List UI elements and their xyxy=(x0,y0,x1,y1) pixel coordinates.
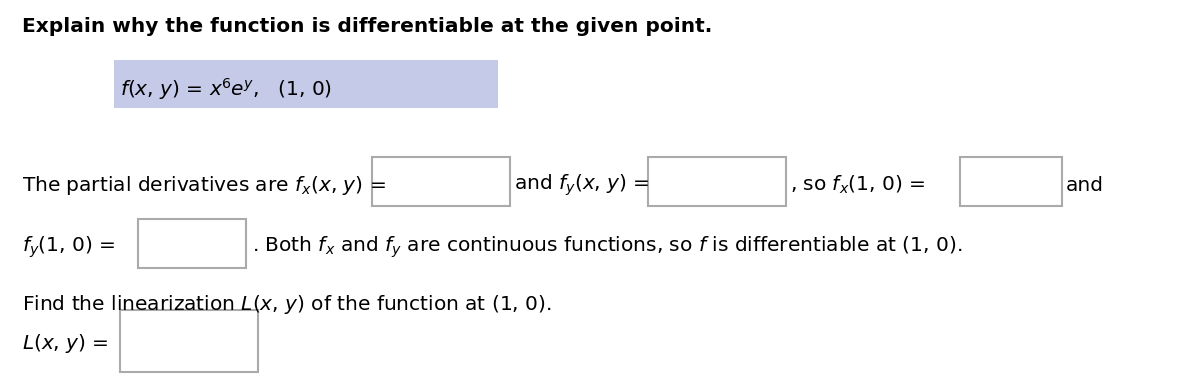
Text: Find the linearization $L$($x$, $y$) of the function at (1, 0).: Find the linearization $L$($x$, $y$) of … xyxy=(22,293,551,316)
Text: , so $f_x$(1, 0) =: , so $f_x$(1, 0) = xyxy=(790,174,925,196)
Text: The partial derivatives are $f_x$($x$, $y$) =: The partial derivatives are $f_x$($x$, $… xyxy=(22,174,385,197)
FancyBboxPatch shape xyxy=(114,60,498,108)
Text: $L$($x$, $y$) =: $L$($x$, $y$) = xyxy=(22,333,108,355)
Text: and $f_y$($x$, $y$) =: and $f_y$($x$, $y$) = xyxy=(514,172,649,198)
Text: . Both $f_x$ and $f_y$ are continuous functions, so $f$ is differentiable at (1,: . Both $f_x$ and $f_y$ are continuous fu… xyxy=(252,235,962,260)
Text: and: and xyxy=(1066,176,1104,195)
FancyBboxPatch shape xyxy=(138,219,246,268)
Text: $\it{f}$($\it{x}$, $\it{y}$) = $\it{x}$$^6$$\it{e}$$^y$,   (1, 0): $\it{f}$($\it{x}$, $\it{y}$) = $\it{x}$$… xyxy=(120,76,332,102)
Text: $f_y$(1, 0) =: $f_y$(1, 0) = xyxy=(22,235,115,260)
Text: Explain why the function is differentiable at the given point.: Explain why the function is differentiab… xyxy=(22,17,712,36)
FancyBboxPatch shape xyxy=(372,157,510,206)
FancyBboxPatch shape xyxy=(960,157,1062,206)
FancyBboxPatch shape xyxy=(120,310,258,372)
FancyBboxPatch shape xyxy=(648,157,786,206)
